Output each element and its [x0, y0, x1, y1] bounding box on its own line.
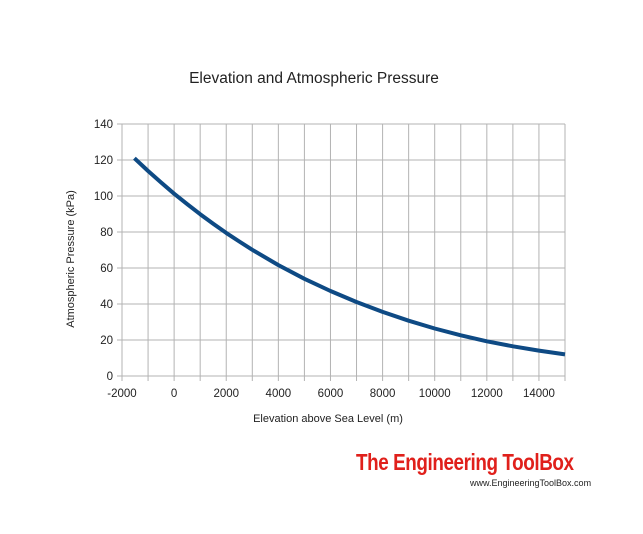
series-layer	[133, 156, 566, 357]
chart-title: Elevation and Atmospheric Pressure	[189, 70, 439, 87]
x-tick-label: 12000	[471, 388, 503, 400]
y-tick-label: 40	[100, 299, 113, 311]
x-tick-label: 6000	[318, 388, 344, 400]
x-tick-label: -2000	[107, 388, 136, 400]
brand-url: www.EngineeringToolBox.com	[470, 478, 592, 488]
axes	[117, 123, 566, 381]
y-tick-label: 80	[100, 227, 113, 239]
x-tick-label: 14000	[523, 388, 555, 400]
y-tick-label: 20	[100, 335, 113, 347]
y-tick-label: 140	[94, 119, 113, 131]
x-tick-label: 2000	[213, 388, 239, 400]
x-tick-label: 10000	[419, 388, 451, 400]
tick-labels: 0 20 40 60 80 100 120 140 -2000 0 2000 4000 6000 8000…	[94, 119, 555, 400]
brand-logo-text: The Engineering ToolBox	[356, 449, 574, 475]
x-tick-label: 4000	[266, 388, 292, 400]
series-line	[133, 156, 566, 357]
x-tick-label: 0	[171, 388, 177, 400]
y-tick-label: 60	[100, 263, 113, 275]
grid-lines	[121, 123, 566, 377]
y-tick-label: 120	[94, 155, 113, 167]
y-tick-label: 0	[107, 371, 113, 383]
x-tick-label: 8000	[370, 388, 396, 400]
y-axis-label: Atmospheric Pressure (kPa)	[65, 190, 77, 328]
y-tick-label: 100	[94, 191, 113, 203]
x-axis-label: Elevation above Sea Level (m)	[253, 413, 403, 425]
